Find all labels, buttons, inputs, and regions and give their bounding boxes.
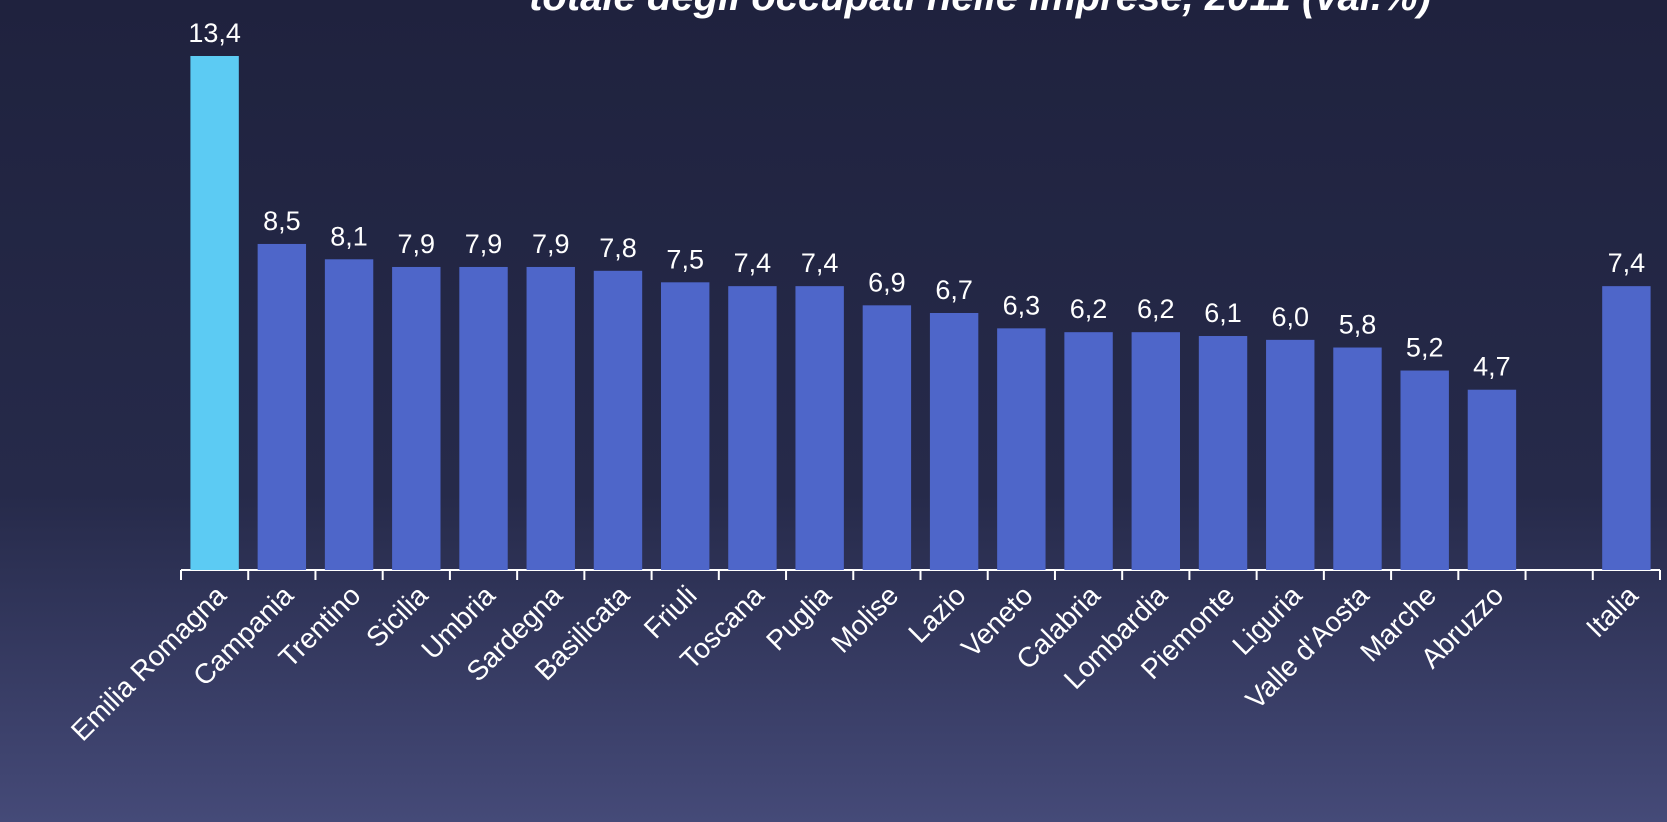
bar [1333, 347, 1382, 570]
value-label: 6,7 [935, 275, 973, 305]
value-label: 8,1 [330, 221, 368, 251]
bar [1602, 286, 1651, 570]
bar [1467, 389, 1517, 570]
value-label: 7,9 [532, 229, 570, 259]
value-label: 6,2 [1137, 294, 1175, 324]
value-label: 13,4 [188, 18, 241, 48]
bar [661, 282, 710, 570]
bar [1064, 332, 1113, 570]
value-label: 7,5 [666, 244, 704, 274]
value-label: 6,0 [1271, 302, 1309, 332]
bar [190, 56, 239, 570]
bar [862, 305, 912, 570]
value-label: 7,9 [465, 229, 503, 259]
bar [929, 313, 979, 570]
value-label: 6,1 [1204, 298, 1242, 328]
value-label: 6,9 [868, 267, 906, 297]
value-label: 6,3 [1003, 290, 1041, 320]
value-label: 8,5 [263, 206, 301, 236]
bar [593, 270, 643, 570]
value-label: 5,8 [1339, 310, 1377, 340]
value-label: 7,9 [398, 229, 436, 259]
bar [1266, 339, 1315, 570]
value-label: 7,4 [801, 248, 839, 278]
value-label: 7,4 [734, 248, 772, 278]
bar [324, 259, 374, 570]
value-label: 4,7 [1473, 352, 1511, 382]
value-label: 6,2 [1070, 294, 1108, 324]
value-label: 7,8 [599, 233, 637, 263]
bar [1131, 332, 1180, 570]
bar [1198, 336, 1248, 570]
value-label: 7,4 [1608, 248, 1646, 278]
bar [526, 266, 575, 570]
bar [795, 286, 844, 570]
bar [728, 286, 777, 570]
chart-title: totale degli occupati nelle imprese, 201… [529, 0, 1431, 19]
bar [257, 243, 307, 570]
bar [997, 328, 1046, 570]
bar [459, 266, 508, 570]
bar [392, 266, 441, 570]
bar [1400, 370, 1449, 570]
value-label: 5,2 [1406, 333, 1444, 363]
